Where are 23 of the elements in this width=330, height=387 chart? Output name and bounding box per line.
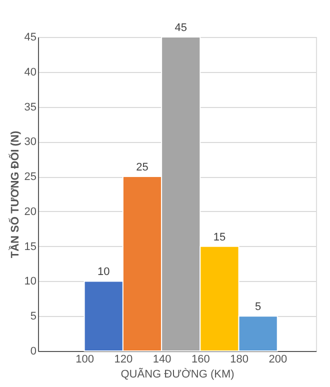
data-label: 45	[174, 22, 187, 34]
x-tick-label: 140	[152, 354, 172, 366]
data-label: 10	[98, 266, 110, 278]
x-tick-label: 160	[191, 354, 210, 366]
y-tick-label: 35	[24, 101, 36, 114]
data-label: 15	[213, 231, 226, 244]
data-label: 25	[136, 162, 148, 174]
x-tick-label: 120	[114, 354, 133, 366]
x-axis-title: QUÃNG ĐƯỜNG (KM)	[120, 368, 234, 380]
y-axis-title: TẦN SỐ TƯƠNG ĐỐI (N)	[8, 130, 22, 258]
data-label: 5	[255, 301, 262, 314]
y-tick-label: 40	[24, 66, 36, 78]
x-tick-label: 100	[76, 354, 94, 366]
y-tick-label: 10	[24, 276, 36, 288]
y-tick-label: 15	[24, 240, 36, 253]
y-tick-label: 20	[24, 206, 36, 218]
y-tick-label: 5	[30, 310, 36, 323]
y-tick-label: 45	[24, 32, 36, 44]
y-tick-label: 30	[24, 136, 36, 148]
x-tick-label: 200	[268, 354, 288, 366]
x-tick-label: 180	[230, 354, 248, 366]
y-tick-label: 0	[30, 346, 36, 358]
y-tick-label: 25	[24, 171, 36, 184]
